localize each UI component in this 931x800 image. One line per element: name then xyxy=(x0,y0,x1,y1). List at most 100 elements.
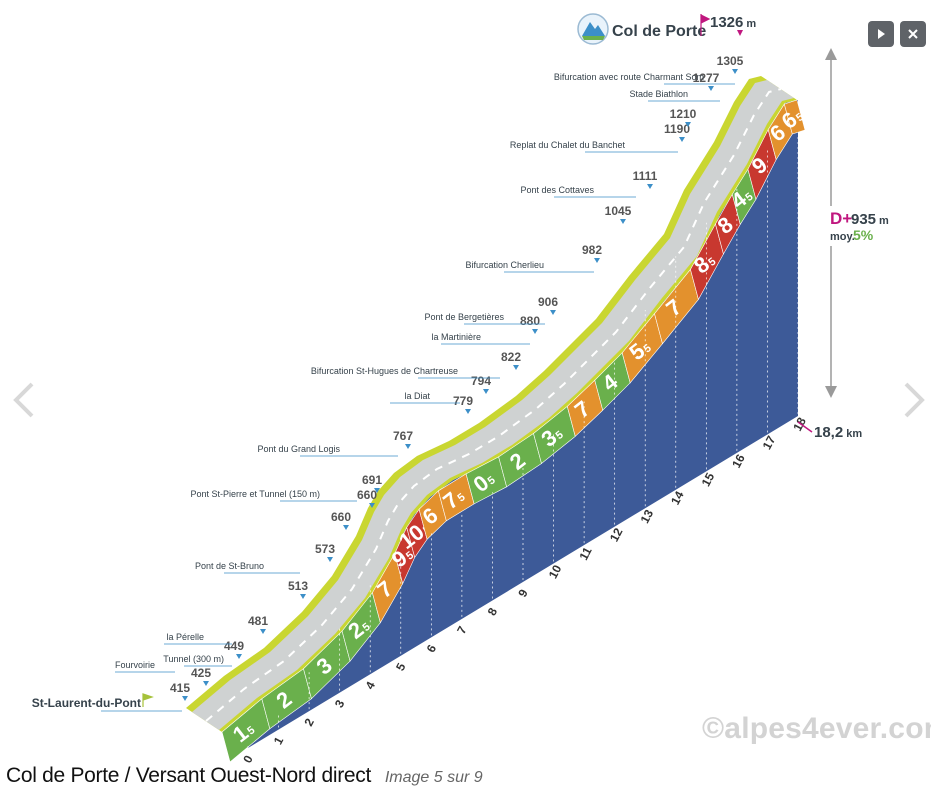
mountain-icon-grass xyxy=(582,36,605,40)
landmark-label: Stade Biathlon xyxy=(629,89,688,99)
altitude-mark: 982 xyxy=(582,243,602,257)
km-tick-label: 9 xyxy=(515,587,531,600)
play-icon xyxy=(878,29,885,39)
km-tick-label: 14 xyxy=(668,489,687,508)
altitude-pointer-icon xyxy=(647,184,653,189)
km-tick-label: 2 xyxy=(301,716,317,729)
landmark-label: Pont des Cottaves xyxy=(520,185,594,195)
altitude-pointer-icon xyxy=(405,444,411,449)
road-verge xyxy=(186,76,797,732)
altitude-pointer-icon xyxy=(374,488,380,493)
image-caption: Col de Porte / Versant Ouest-Nord direct… xyxy=(6,764,483,788)
altitude-pointer-icon xyxy=(708,86,714,91)
altitude-mark: 660 xyxy=(357,488,377,502)
landmark-label: Pont de St-Bruno xyxy=(195,561,264,571)
landmark-label: Fourvoirie xyxy=(115,660,155,670)
altitude-pointer-icon xyxy=(732,69,738,74)
altitude-mark: 1277 xyxy=(693,71,720,85)
altitude-pointer-icon xyxy=(550,310,556,315)
km-tick-label: 4 xyxy=(363,679,379,692)
altitude-mark: 1111 xyxy=(633,169,658,183)
summit-pointer-icon xyxy=(737,30,743,36)
elevation-gain: D+ 935 m moy. 5% xyxy=(825,48,896,398)
altitude-pointer-icon xyxy=(327,557,333,562)
avg-value: 5% xyxy=(853,227,874,243)
segment-grade-label: 65 xyxy=(777,102,808,134)
landmark-label: Pont de Bergetières xyxy=(424,312,504,322)
landmark-label: Bifurcation Cherlieu xyxy=(465,260,544,270)
close-icon xyxy=(908,29,918,39)
landmark-label: la Diat xyxy=(404,391,430,401)
previous-image-button[interactable] xyxy=(6,378,40,422)
altitude-pointer-icon xyxy=(369,503,375,508)
altitude-mark: 906 xyxy=(538,295,558,309)
km-tick-label: 8 xyxy=(485,605,501,618)
km-tick-label: 10 xyxy=(546,562,565,581)
altitude-pointer-icon xyxy=(260,629,266,634)
km-tick-label: 16 xyxy=(729,452,748,471)
avg-label: moy. xyxy=(830,231,855,243)
landmark-label: Tunnel (300 m) xyxy=(163,654,224,664)
copyright-credit: ©alpes4ever.com xyxy=(702,712,931,745)
altitude-mark: 880 xyxy=(520,314,540,328)
altitude-pointer-icon xyxy=(203,681,209,686)
landmark-label: St-Laurent-du-Pont xyxy=(32,696,141,710)
altitude-pointer-icon xyxy=(594,258,600,263)
altitude-mark: 691 xyxy=(362,473,382,487)
altitude-mark: 1210 xyxy=(670,107,697,121)
road-surface xyxy=(192,80,794,730)
close-button[interactable] xyxy=(900,21,926,47)
altitude-mark: 573 xyxy=(315,542,335,556)
altitude-mark: 794 xyxy=(471,374,491,388)
altitude-pointer-icon xyxy=(343,525,349,530)
dplus-label: D+ xyxy=(830,209,852,228)
arrow-down-icon xyxy=(825,386,837,398)
dplus-value: 935 m xyxy=(851,211,889,228)
altitude-mark: 822 xyxy=(501,350,521,364)
summit-marker: Col de Porte 1326 m xyxy=(577,13,756,45)
landmark-label: la Martinière xyxy=(431,332,481,342)
landmark-label: Bifurcation St-Hugues de Chartreuse xyxy=(311,366,458,376)
altitude-mark: 660 xyxy=(331,510,351,524)
altitude-pointer-icon xyxy=(465,409,471,414)
altitude-pointer-icon xyxy=(620,219,626,224)
altitude-pointer-icon xyxy=(685,122,691,127)
km-tick-label: 5 xyxy=(393,660,409,673)
altitude-pointer-icon xyxy=(513,365,519,370)
landmark-label: Pont St-Pierre et Tunnel (150 m) xyxy=(190,489,320,499)
altitude-mark: 415 xyxy=(170,681,190,695)
altitude-mark: 425 xyxy=(191,666,211,680)
start-flag-icon xyxy=(142,693,154,707)
altitude-mark: 481 xyxy=(248,614,268,628)
altitude-mark: 513 xyxy=(288,579,308,593)
arrow-up-icon xyxy=(825,48,837,60)
km-tick-label: 6 xyxy=(424,642,440,655)
km-tick-label: 13 xyxy=(638,507,657,526)
altitude-mark: 449 xyxy=(224,639,244,653)
summit-flag-icon xyxy=(700,14,711,36)
landmark-label: Replat du Chalet du Banchet xyxy=(510,140,626,150)
km-tick-label: 11 xyxy=(576,544,594,562)
altitude-mark: 779 xyxy=(453,394,473,408)
chevron-right-icon xyxy=(904,382,925,418)
landmark-label: la Pérelle xyxy=(166,632,204,642)
mountain-icon-peak xyxy=(582,22,605,36)
total-distance: 18,2 km xyxy=(797,421,862,441)
km-tick-label: 15 xyxy=(699,470,718,489)
chevron-left-icon xyxy=(13,382,34,418)
next-image-button[interactable] xyxy=(898,378,931,422)
caption-title: Col de Porte / Versant Ouest-Nord direct xyxy=(6,764,372,787)
altitude-mark: 767 xyxy=(393,429,413,443)
play-button[interactable] xyxy=(868,21,894,47)
km-tick-label: 3 xyxy=(332,697,348,710)
altitude-pointer-icon xyxy=(483,389,489,394)
landmark-label: Bifurcation avec route Charmant Som xyxy=(554,72,704,82)
slope-face xyxy=(222,100,798,748)
distance-value: 18,2 km xyxy=(814,424,862,441)
summit-name: Col de Porte xyxy=(612,23,706,40)
altitude-pointer-icon xyxy=(532,329,538,334)
km-tick-label: 17 xyxy=(760,433,779,452)
km-tick-label: 7 xyxy=(454,624,470,637)
caption-subtitle: Image 5 sur 9 xyxy=(384,769,483,786)
